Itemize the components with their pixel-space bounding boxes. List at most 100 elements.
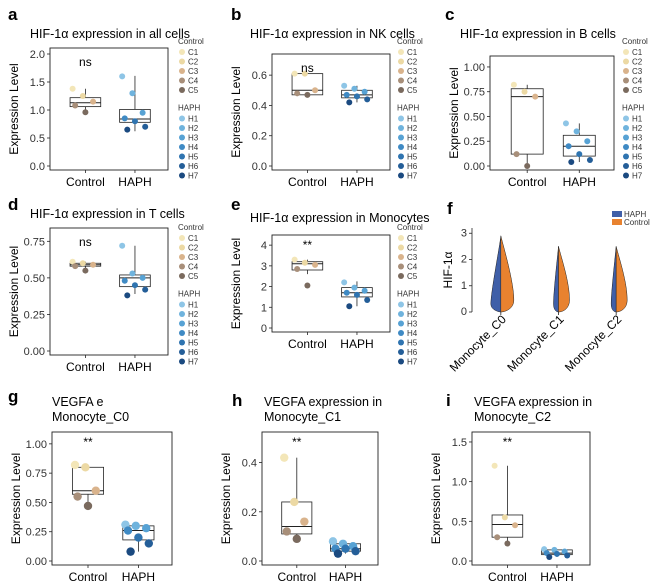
data-point [144, 539, 153, 548]
x-tick-label: Control [288, 175, 327, 189]
legend-item: C5 [188, 272, 199, 281]
legend-item: H4 [407, 143, 418, 152]
y-tick-label: 3 [261, 261, 267, 273]
legend-item: C5 [407, 86, 418, 95]
legend-item: H6 [407, 348, 418, 357]
legend-item: C1 [632, 48, 643, 57]
legend-swatch [623, 144, 629, 150]
box [510, 88, 544, 155]
x-tick-label: Control [66, 175, 105, 189]
data-point [282, 527, 291, 536]
legend-swatch [179, 301, 185, 308]
legend-swatch [623, 125, 629, 131]
violin-control [500, 235, 515, 313]
legend-item: H4 [188, 329, 199, 338]
x-tick-label: HAPH [340, 337, 373, 351]
legend-item: H3 [188, 134, 199, 143]
legend-item: HAPH [624, 210, 646, 219]
x-tick-label: Control [69, 570, 108, 584]
legend-item: H4 [188, 143, 199, 152]
y-tick-label: 1.00 [464, 62, 485, 74]
legend-swatch [179, 263, 185, 270]
data-point [364, 297, 371, 304]
data-point [291, 256, 298, 263]
data-point [81, 463, 90, 472]
y-axis-label: Expression Level [7, 246, 21, 337]
panel-title: VEGFA expression in [264, 395, 382, 409]
legend-item: C4 [188, 263, 199, 272]
plot-frame [49, 47, 169, 171]
legend-swatch [398, 125, 404, 131]
data-point [119, 73, 126, 80]
x-tick-label: HAPH [118, 360, 151, 374]
y-tick-label: 4 [261, 240, 267, 252]
box [69, 97, 102, 108]
y-tick-label: 0.4 [252, 100, 267, 112]
legend-item: H3 [188, 320, 199, 329]
y-axis-label: Expression Level [429, 453, 443, 544]
x-tick-label: HAPH [340, 175, 373, 189]
data-point [351, 85, 358, 92]
data-point [72, 102, 79, 109]
data-point [501, 514, 508, 521]
data-point [129, 270, 136, 277]
data-point [343, 91, 350, 98]
panel-title: HIF-1α expression in B cells [460, 27, 616, 41]
legend-title: HAPH [397, 290, 419, 299]
legend-item: H2 [407, 124, 418, 133]
box [491, 514, 524, 538]
data-point [129, 90, 136, 97]
data-point [290, 497, 299, 507]
panel-a: a HIF-1α expression in all cells 0.0 0.5 1.0… [7, 5, 204, 189]
plot-frame [471, 431, 591, 566]
data-point [584, 138, 591, 145]
legend-swatch [398, 58, 404, 65]
y-tick-label: 0 [461, 306, 467, 318]
data-point [513, 151, 520, 158]
y-tick-label: 0.0 [452, 556, 467, 568]
legend-swatch [179, 49, 185, 55]
violin-control [615, 246, 628, 313]
legend-swatch [612, 219, 622, 225]
data-point [142, 286, 149, 293]
data-point [312, 261, 319, 268]
legend-swatch [623, 172, 629, 179]
data-point [494, 534, 501, 541]
legend-swatch [398, 134, 404, 141]
legend-item: C2 [407, 58, 418, 67]
x-tick-label: HAPH [118, 175, 151, 189]
y-tick-label: 0.50 [24, 273, 45, 285]
y-axis-label: Expression Level [219, 453, 233, 544]
y-tick-label: 1 [461, 280, 467, 292]
data-point [119, 242, 126, 249]
legend-item: H7 [188, 172, 199, 181]
legend-item: C4 [407, 77, 418, 86]
y-tick-label: 0.2 [242, 507, 257, 519]
legend-item: H1 [407, 115, 418, 124]
x-tick-label: Monocyte_C1 [504, 312, 566, 374]
legend-title: Control [178, 223, 204, 232]
plot-frame [49, 227, 169, 356]
y-tick-label: 0.75 [464, 87, 485, 99]
legend-item: C5 [407, 272, 418, 281]
legend-item: H4 [632, 143, 643, 152]
legend-item: C2 [407, 244, 418, 253]
legend-item: C4 [407, 263, 418, 272]
data-point [562, 120, 569, 127]
data-point [491, 462, 498, 469]
data-point [124, 292, 131, 299]
significance-label: ns [79, 55, 92, 69]
legend-swatch [179, 254, 185, 260]
legend-swatch [179, 358, 185, 365]
panel-title: VEGFA expression in [474, 395, 592, 409]
panel-f: f 0 1 2 3 HIF-1α Monocyte_C0Monocyte_C1Monocyt… [441, 199, 650, 374]
data-point [131, 118, 138, 125]
data-point [564, 552, 571, 559]
legend-swatch [398, 68, 404, 74]
data-point [351, 546, 360, 556]
y-tick-label: 0.00 [464, 161, 485, 173]
